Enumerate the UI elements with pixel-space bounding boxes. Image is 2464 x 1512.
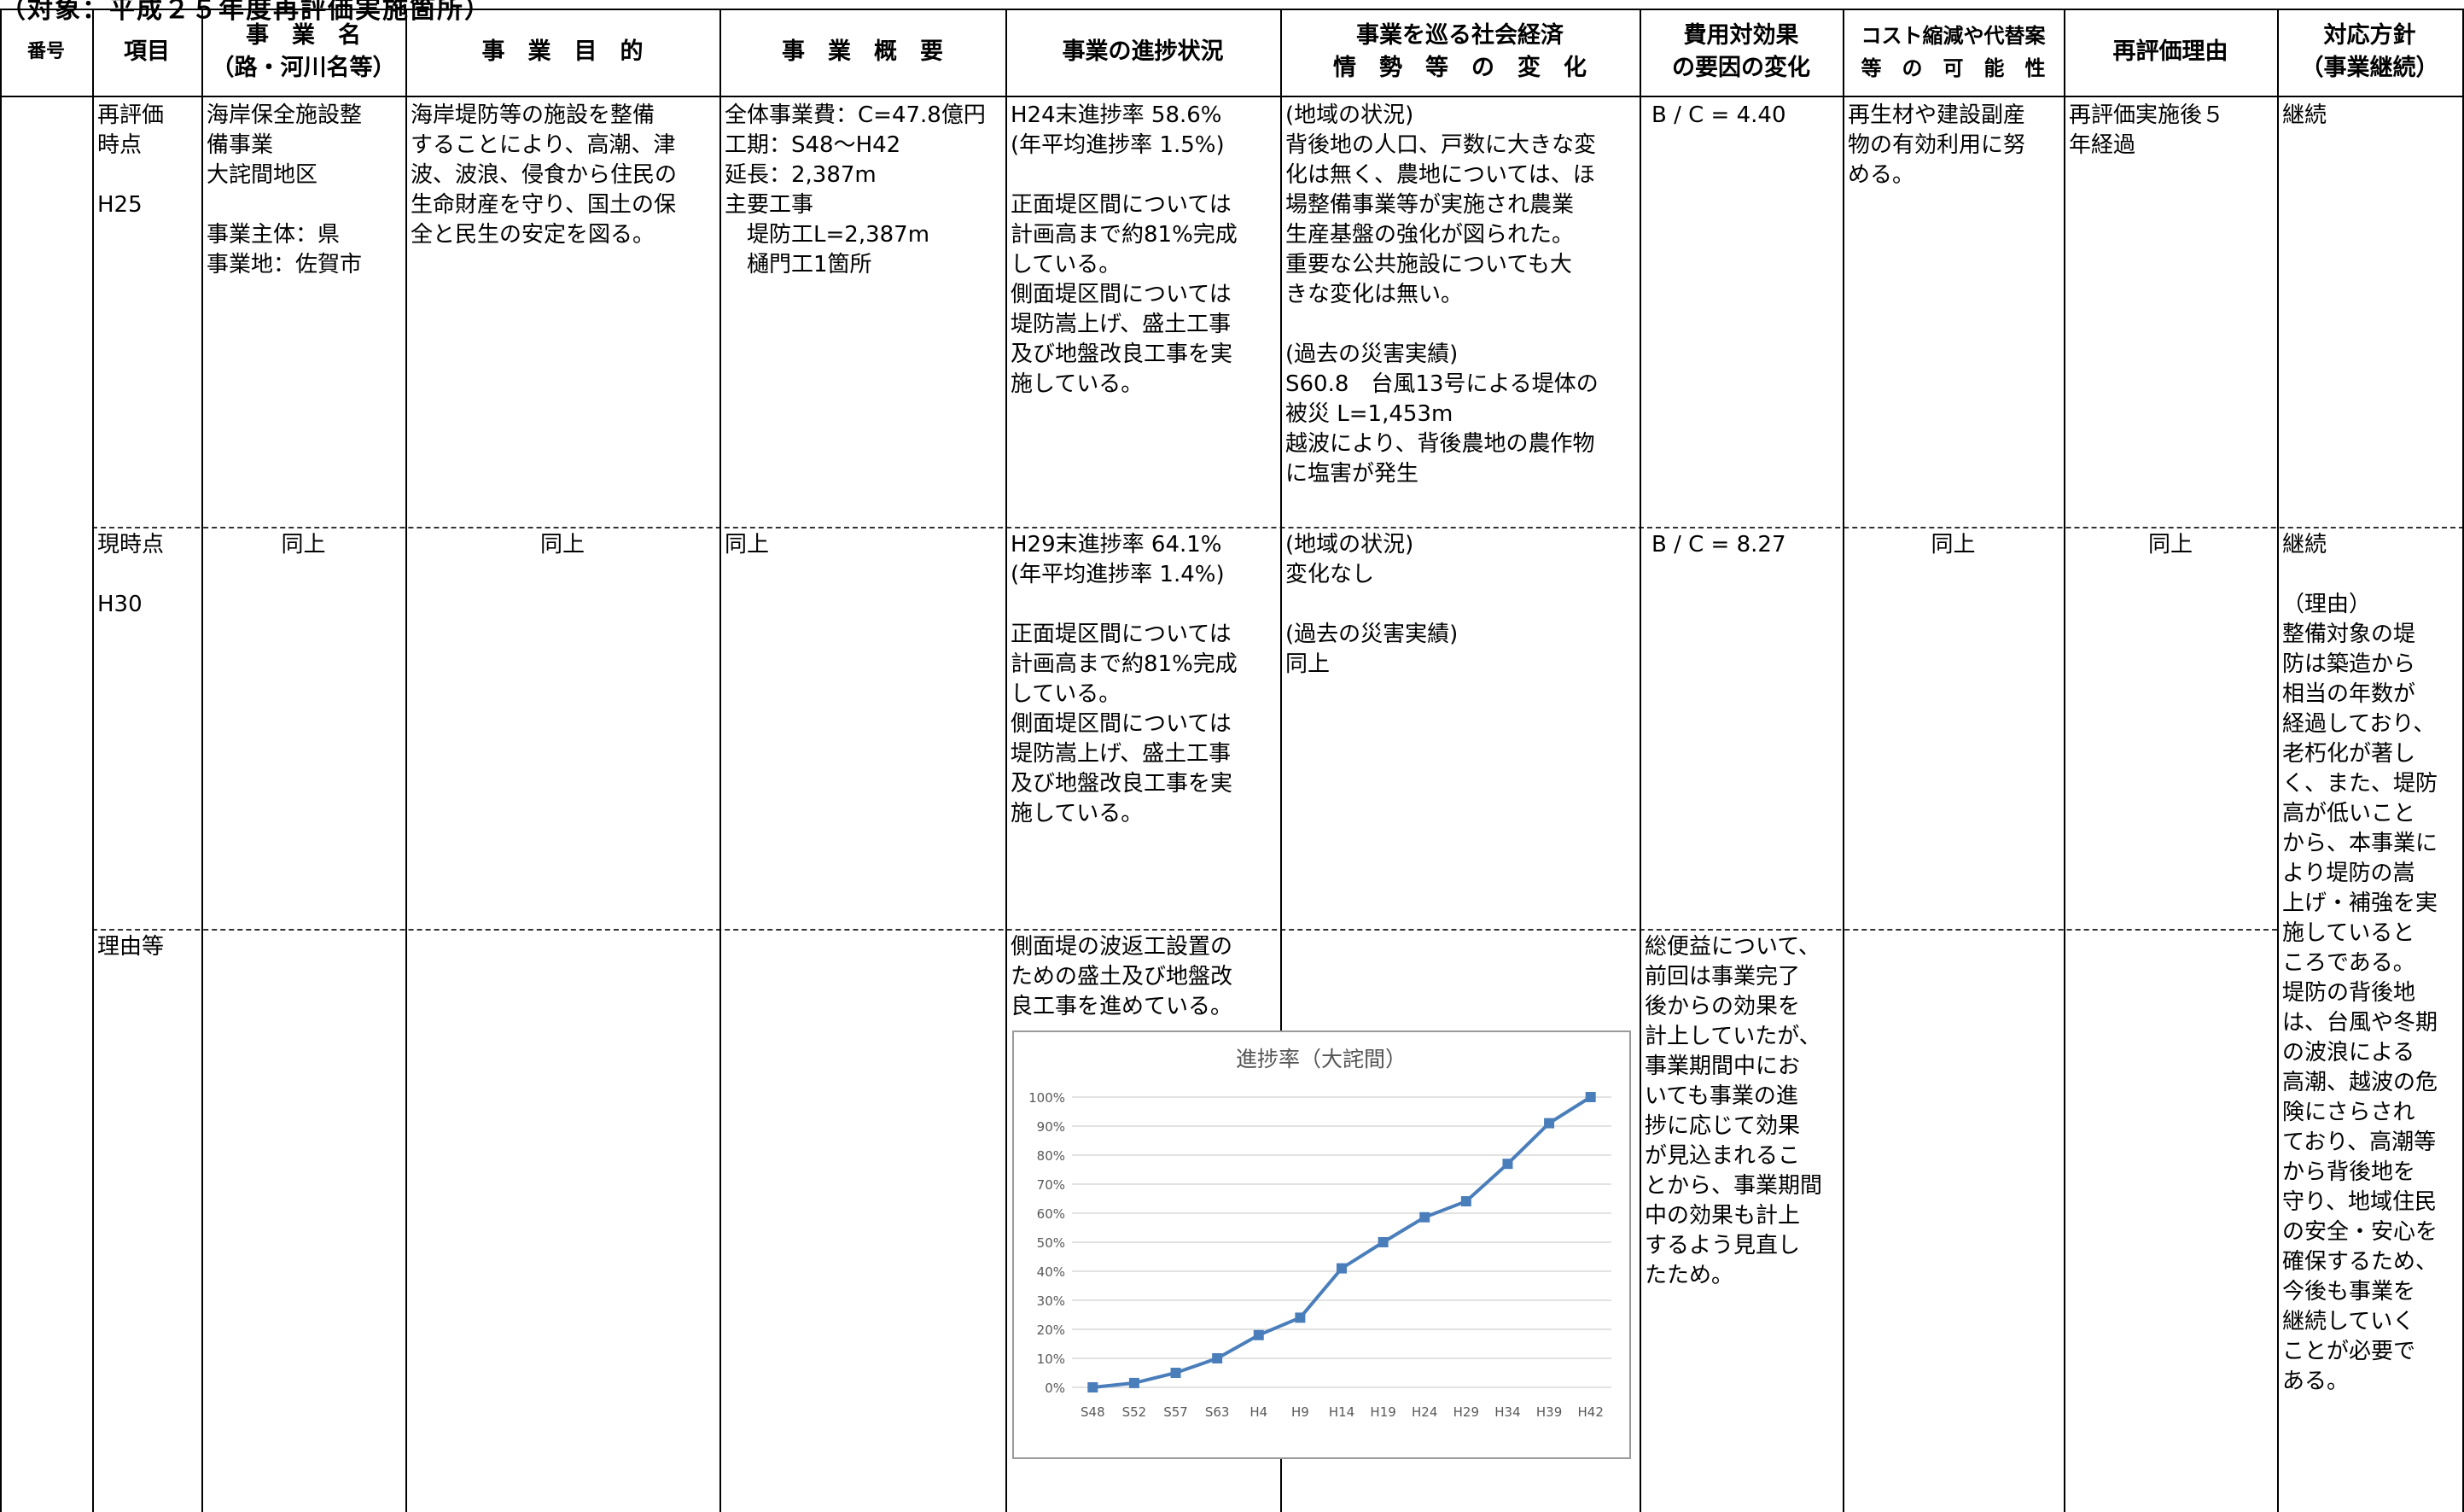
reeval-bc: B / C = 4.40	[1651, 102, 1786, 128]
header-policy: 対応方針 （事業継続）	[2300, 22, 2439, 81]
data-point	[1419, 1211, 1430, 1223]
column-line	[0, 9, 2, 1512]
current-cost-reduction: 同上	[1931, 532, 1976, 558]
data-point	[1170, 1368, 1181, 1378]
reeval-policy: 継続	[2282, 102, 2327, 128]
x-tick-label: H34	[1494, 1404, 1520, 1420]
x-tick-label: H19	[1370, 1404, 1395, 1420]
reeval-project-name: 海岸保全施設整 備事業 大詫間地区 事業主体：県 事業地：佐賀市	[207, 102, 363, 277]
x-tick-label: H24	[1412, 1404, 1437, 1420]
data-point	[1212, 1353, 1223, 1363]
header-project-name: 事 業 名 （路・河川名等）	[211, 22, 396, 81]
reeval-overview: 全体事業費：C=47.8億円 工期：S48～H42 延長：2,387m 主要工事…	[725, 102, 986, 277]
header-socio-change: 事業を巡る社会経済 情 勢 等 の 変 化	[1333, 22, 1587, 81]
column-line	[405, 9, 407, 1512]
column-line	[2064, 9, 2065, 1512]
column-line	[2277, 9, 2279, 1512]
x-tick-label: H42	[1578, 1404, 1604, 1420]
header-cost-reduction: コスト縮減や代替案 等 の 可 能 性	[1861, 24, 2046, 80]
current-project-name: 同上	[281, 532, 326, 558]
current-bc: B / C = 8.27	[1651, 532, 1786, 558]
y-tick-label: 20%	[1037, 1322, 1065, 1338]
column-line	[1640, 9, 1641, 1512]
row-divider-2	[92, 929, 2277, 931]
data-point	[1585, 1092, 1596, 1102]
column-line	[719, 9, 721, 1512]
x-tick-label: H9	[1291, 1404, 1309, 1420]
header-number: 番号	[26, 41, 65, 62]
x-tick-label: H4	[1249, 1404, 1267, 1420]
x-tick-label: S57	[1163, 1404, 1188, 1420]
x-tick-label: S52	[1122, 1404, 1147, 1420]
current-policy: 継続 （理由） 整備対象の堤 防は築造から 相当の年数が 経過しており、 老朽化…	[2282, 532, 2438, 1394]
current-progress: H29末進捗率 64.1% (年平均進捗率 1.4%) 正面堤区間については 計…	[1011, 532, 1238, 826]
reeval-purpose: 海岸堤防等の施設を整備 することにより、高潮、津 波、波浪、侵食から住民の 生命…	[411, 102, 678, 248]
column-line	[1005, 9, 1007, 1512]
header-item: 項目	[124, 38, 170, 65]
data-point	[1128, 1377, 1139, 1388]
header-progress: 事業の進捗状況	[1062, 38, 1224, 65]
column-line	[1843, 9, 1844, 1512]
y-tick-label: 50%	[1037, 1235, 1065, 1251]
column-line	[2462, 9, 2464, 1512]
data-point	[1460, 1196, 1471, 1207]
reeval-progress: H24末進捗率 58.6% (年平均進捗率 1.5%) 正面堤区間については 計…	[1011, 102, 1238, 397]
header-bc-change: 費用対効果 の要因の変化	[1672, 22, 1810, 81]
y-tick-label: 40%	[1037, 1264, 1065, 1280]
data-point	[1295, 1312, 1306, 1323]
reeval-socio-change: (地域の状況) 背後地の人口、戸数に大きな変 化は無く、農地については、ほ 場整…	[1285, 102, 1599, 487]
data-point	[1337, 1263, 1347, 1274]
reasons-bc: 総便益について、 前回は事業完了 後からの効果を 計上していたが、 事業期間中に…	[1645, 934, 1823, 1288]
x-tick-label: H39	[1536, 1404, 1562, 1420]
x-tick-label: S63	[1205, 1404, 1230, 1420]
current-socio-change: (地域の状況) 変化なし (過去の災害実績) 同上	[1285, 532, 1459, 677]
current-item: 現時点 H30	[97, 532, 165, 617]
header-overview: 事 業 概 要	[782, 38, 943, 65]
row-divider-1	[92, 527, 2464, 528]
data-point	[1544, 1118, 1555, 1129]
y-tick-label: 90%	[1037, 1119, 1065, 1135]
y-tick-label: 10%	[1037, 1351, 1065, 1367]
y-tick-label: 60%	[1037, 1206, 1065, 1222]
column-line	[1280, 9, 1282, 1512]
data-point	[1087, 1382, 1098, 1392]
current-reason: 同上	[2147, 532, 2193, 558]
header-bottom-border	[0, 96, 2464, 97]
header-reevaluation-reason: 再評価理由	[2112, 38, 2228, 65]
y-tick-label: 100%	[1028, 1090, 1065, 1106]
current-purpose: 同上	[539, 532, 585, 558]
data-point	[1378, 1237, 1389, 1247]
chart-title: 進捗率（大詫間）	[1236, 1047, 1407, 1071]
reasons-item: 理由等	[97, 934, 165, 960]
x-tick-label: H14	[1329, 1404, 1354, 1420]
data-point	[1253, 1329, 1264, 1340]
progress-line-chart: 進捗率（大詫間） 0% 10% 20% 30% 40% 50% 60% 70% 80% 90% 10…	[1028, 1047, 1611, 1420]
y-tick-label: 80%	[1037, 1148, 1065, 1164]
current-overview: 同上	[725, 532, 770, 558]
y-tick-label: 0%	[1045, 1381, 1065, 1396]
reasons-progress: 側面堤の波返工設置の ための盛土及び地盤改 良工事を進めている。	[1011, 934, 1233, 1019]
y-tick-label: 30%	[1037, 1293, 1065, 1309]
reeval-reason: 再評価実施後５ 年経過	[2069, 102, 2225, 158]
y-tick-label: 70%	[1037, 1177, 1065, 1193]
table-top-border	[0, 9, 2464, 10]
reeval-item: 再評価 時点 H25	[97, 102, 165, 218]
header-purpose: 事 業 目 的	[481, 38, 644, 65]
column-line	[92, 9, 94, 1512]
progress-chart: 進捗率（大詫間） 0% 10% 20% 30% 40% 50% 60% 70% 80% 90% 10…	[1012, 1030, 1631, 1459]
page-caption: （対象：平成２５年度再評価実施箇所）	[0, 0, 492, 25]
data-point	[1502, 1159, 1513, 1170]
x-tick-label: H29	[1453, 1404, 1479, 1420]
column-line	[201, 9, 203, 1512]
reeval-cost-reduction: 再生材や建設副産 物の有効利用に努 める。	[1848, 102, 2026, 188]
x-tick-label: S48	[1081, 1404, 1105, 1420]
